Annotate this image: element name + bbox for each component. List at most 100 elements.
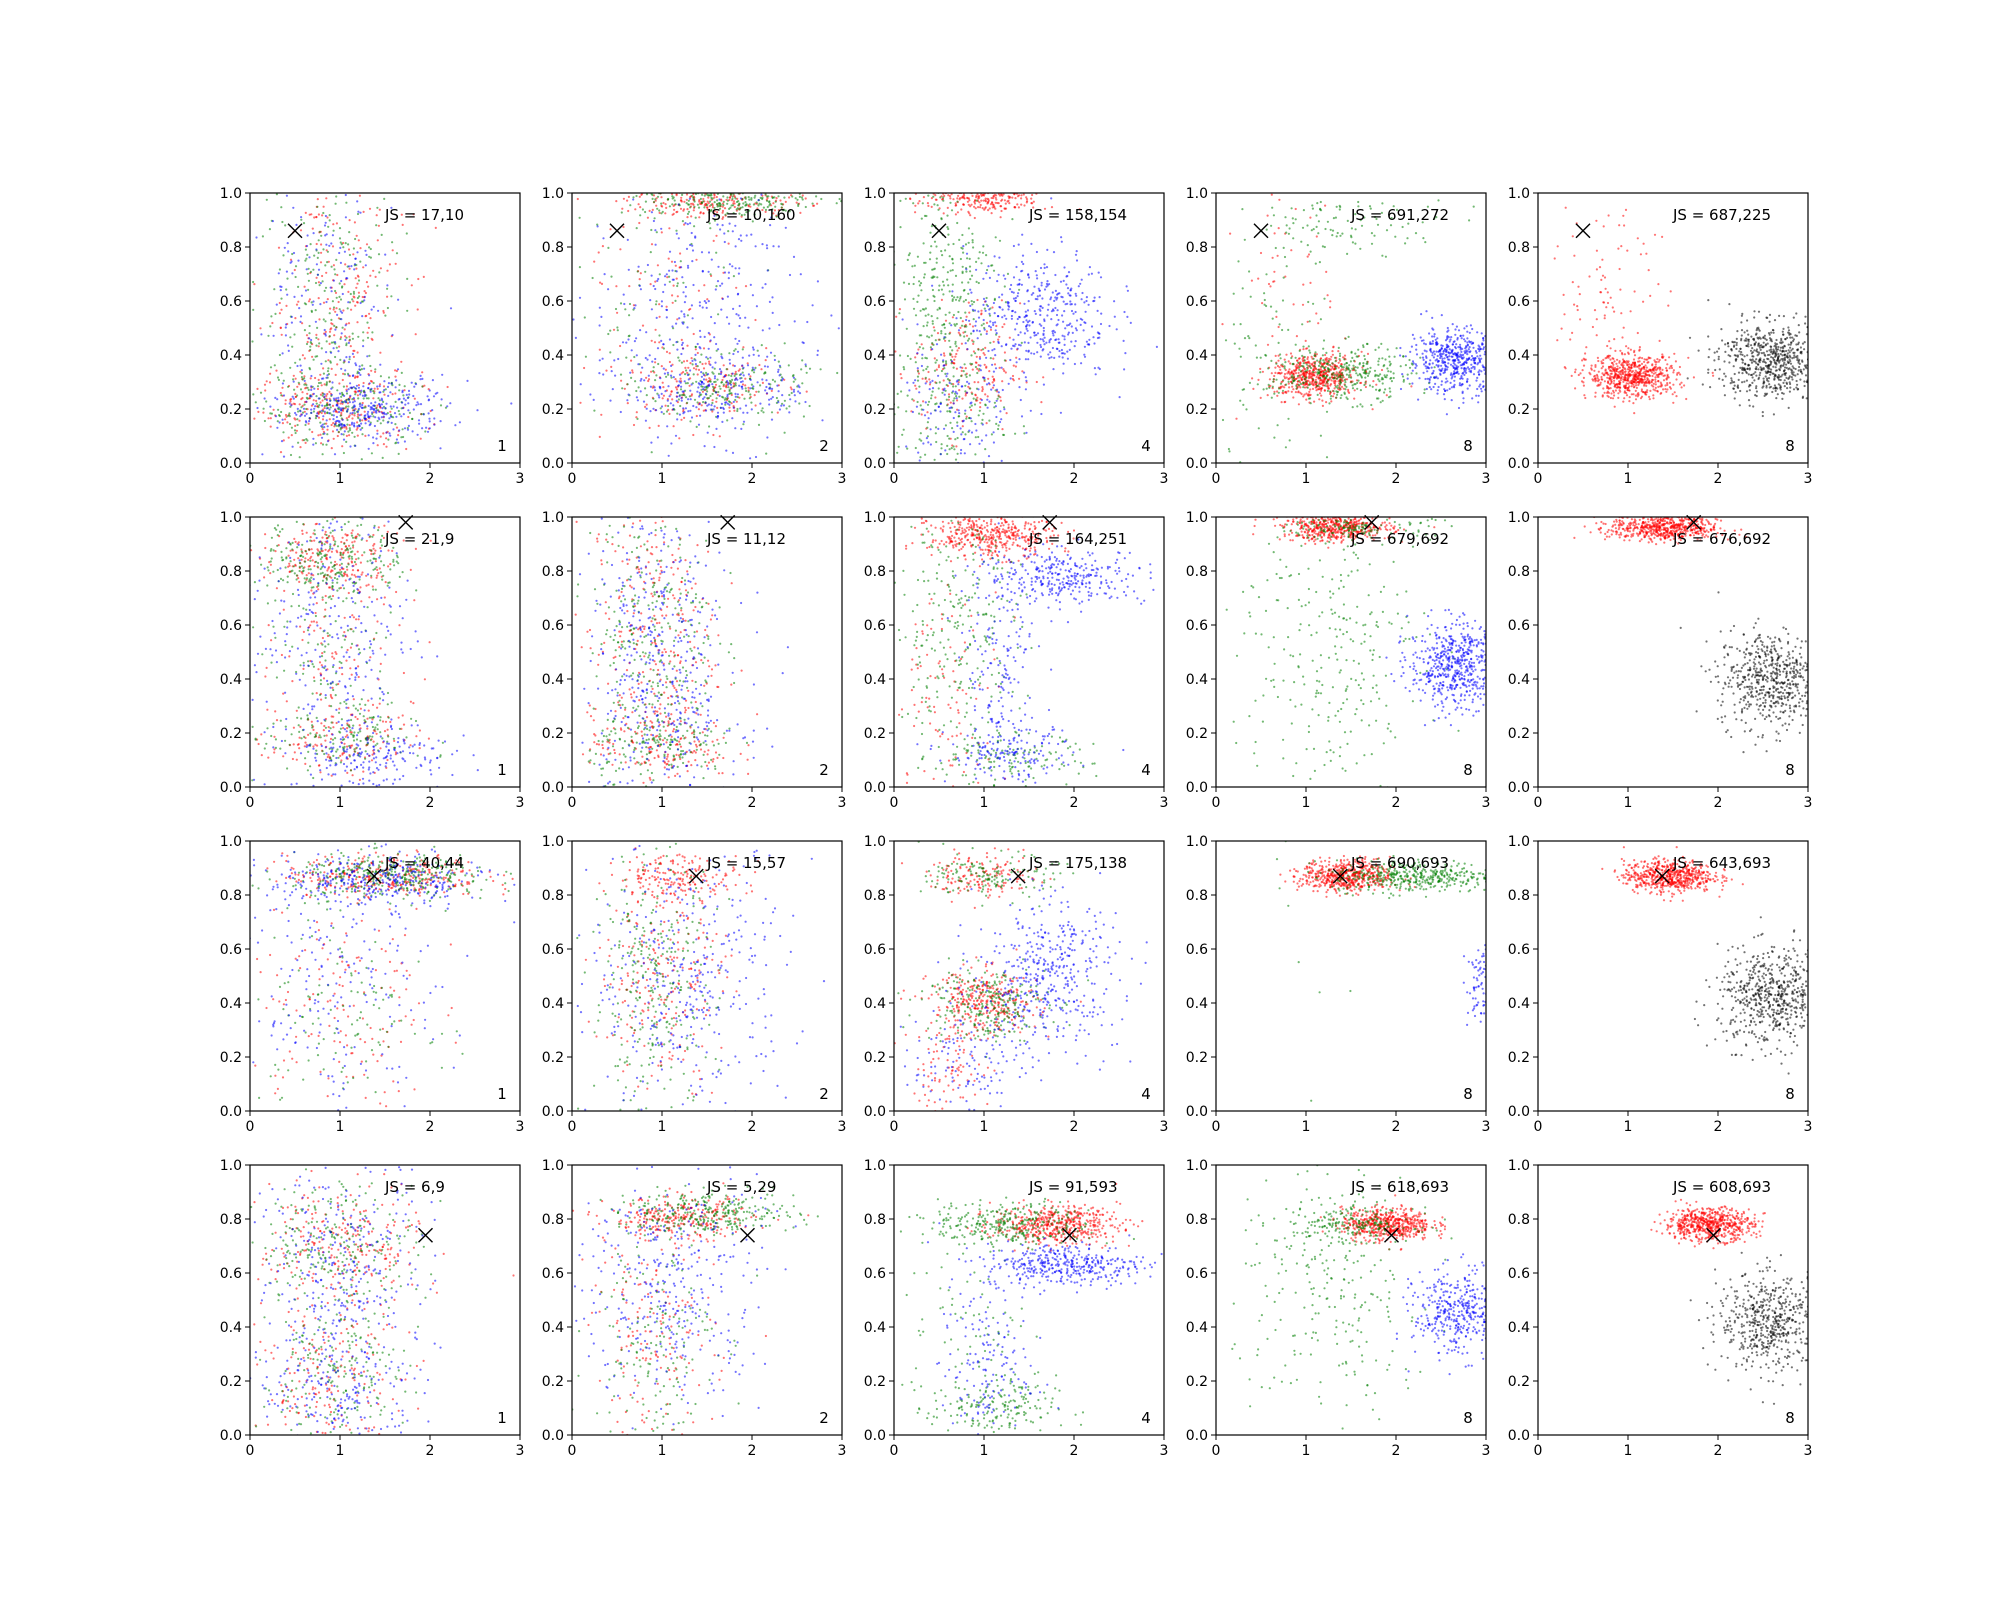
scatter-point-green [352, 247, 355, 250]
scatter-point-red [773, 209, 777, 212]
scatter-point-red [299, 370, 302, 373]
scatter-point-green [525, 275, 527, 277]
scatter-point-blue [1014, 343, 1017, 346]
scatter-point-red [631, 371, 634, 374]
scatter-point-red [281, 422, 284, 425]
scatter-point-red [690, 186, 692, 188]
scatter-point-green [952, 242, 955, 246]
scatter-point-red [951, 316, 955, 319]
scatter-point-green [300, 372, 303, 375]
scatter-point-green [275, 193, 278, 196]
scatter-point-red [957, 331, 960, 334]
scatter-point-blue [657, 394, 660, 397]
scatter-point-blue [1016, 283, 1019, 286]
scatter-point-red [1295, 377, 1298, 380]
scatter-point-green [671, 203, 674, 206]
scatter-point-blue [757, 354, 760, 357]
scatter-point-red [987, 209, 990, 212]
x-tick-label: 0 [246, 471, 255, 487]
scatter-point-green [722, 383, 725, 386]
scatter-point-blue [331, 381, 334, 384]
scatter-point-blue [703, 396, 706, 399]
scatter-point-red [352, 253, 355, 256]
scatter-point-blue [650, 308, 654, 311]
scatter-point-green [726, 212, 729, 215]
scatter-point-red [728, 181, 730, 183]
scatter-point-red [307, 300, 311, 303]
scatter-point-blue [703, 300, 706, 303]
scatter-point-red [318, 318, 321, 321]
scatter-point-blue [546, 340, 548, 342]
scatter-point-green [747, 390, 750, 393]
scatter-point-green [811, 202, 814, 205]
scatter-point-blue [943, 336, 946, 339]
scatter-point-red [319, 393, 322, 396]
scatter-point-red [708, 377, 711, 380]
scatter-point-green [578, 216, 581, 219]
scatter-point-blue [350, 423, 353, 426]
scatter-point-blue [691, 183, 693, 185]
scatter-point-red [760, 368, 763, 371]
scatter-point-blue [716, 223, 719, 226]
scatter-point-green [972, 300, 976, 304]
scatter-point-red [952, 383, 955, 386]
scatter-point-red [950, 193, 953, 196]
scatter-point-blue [389, 415, 393, 418]
scatter-point-blue [982, 318, 985, 322]
scatter-point-blue [939, 402, 942, 405]
scatter-point-red [1003, 369, 1006, 373]
scatter-point-green [760, 203, 763, 206]
scatter-point-blue [998, 256, 1001, 259]
scatter-point-green [741, 371, 744, 374]
scatter-point-blue [320, 409, 323, 412]
scatter-point-red [1273, 374, 1276, 378]
scatter-point-blue [937, 405, 940, 408]
scatter-point-red [698, 199, 701, 202]
scatter-point-blue [727, 277, 730, 280]
scatter-point-blue [1075, 294, 1078, 297]
scatter-point-green [728, 187, 730, 189]
scatter-point-green [959, 464, 961, 466]
scatter-point-red [801, 194, 804, 197]
scatter-point-blue [969, 402, 972, 405]
scatter-point-red [638, 195, 641, 198]
scatter-point-red [947, 194, 950, 197]
scatter-point-blue [920, 364, 924, 368]
scatter-point-blue [357, 210, 360, 213]
scatter-point-blue [701, 306, 704, 309]
scatter-point-blue [1029, 409, 1032, 412]
scatter-point-green [955, 345, 958, 348]
scatter-point-green [940, 288, 944, 291]
scatter-point-blue [757, 199, 760, 202]
scatter-point-blue [1022, 371, 1026, 374]
scatter-point-green [317, 251, 320, 254]
scatter-point-green [632, 196, 635, 199]
scatter-point-red [770, 389, 773, 392]
scatter-point-red [934, 194, 937, 197]
scatter-point-red [357, 384, 360, 387]
scatter-point-green [777, 195, 780, 198]
scatter-point-red [1033, 188, 1035, 190]
scatter-point-blue [360, 389, 363, 392]
scatter-point-green [752, 187, 754, 189]
scatter-point-green [700, 388, 703, 391]
scatter-point-blue [765, 385, 768, 389]
scatter-point-blue [1066, 350, 1069, 353]
scatter-point-blue [386, 284, 389, 287]
scatter-point-blue [396, 406, 399, 409]
scatter-point-red [706, 206, 709, 209]
scatter-point-green [774, 205, 777, 208]
scatter-point-blue [1054, 273, 1057, 277]
scatter-point-red [660, 231, 663, 234]
scatter-point-red [664, 212, 667, 215]
scatter-point-blue [981, 423, 984, 426]
scatter-point-green [911, 398, 914, 401]
scatter-point-red [682, 209, 685, 212]
scatter-point-blue [320, 377, 324, 380]
scatter-point-red [374, 275, 377, 278]
scatter-point-blue [987, 265, 990, 268]
scatter-point-green [338, 408, 341, 411]
scatter-point-blue [1009, 377, 1012, 380]
scatter-point-red [1018, 187, 1020, 189]
scatter-point-blue [572, 318, 575, 321]
